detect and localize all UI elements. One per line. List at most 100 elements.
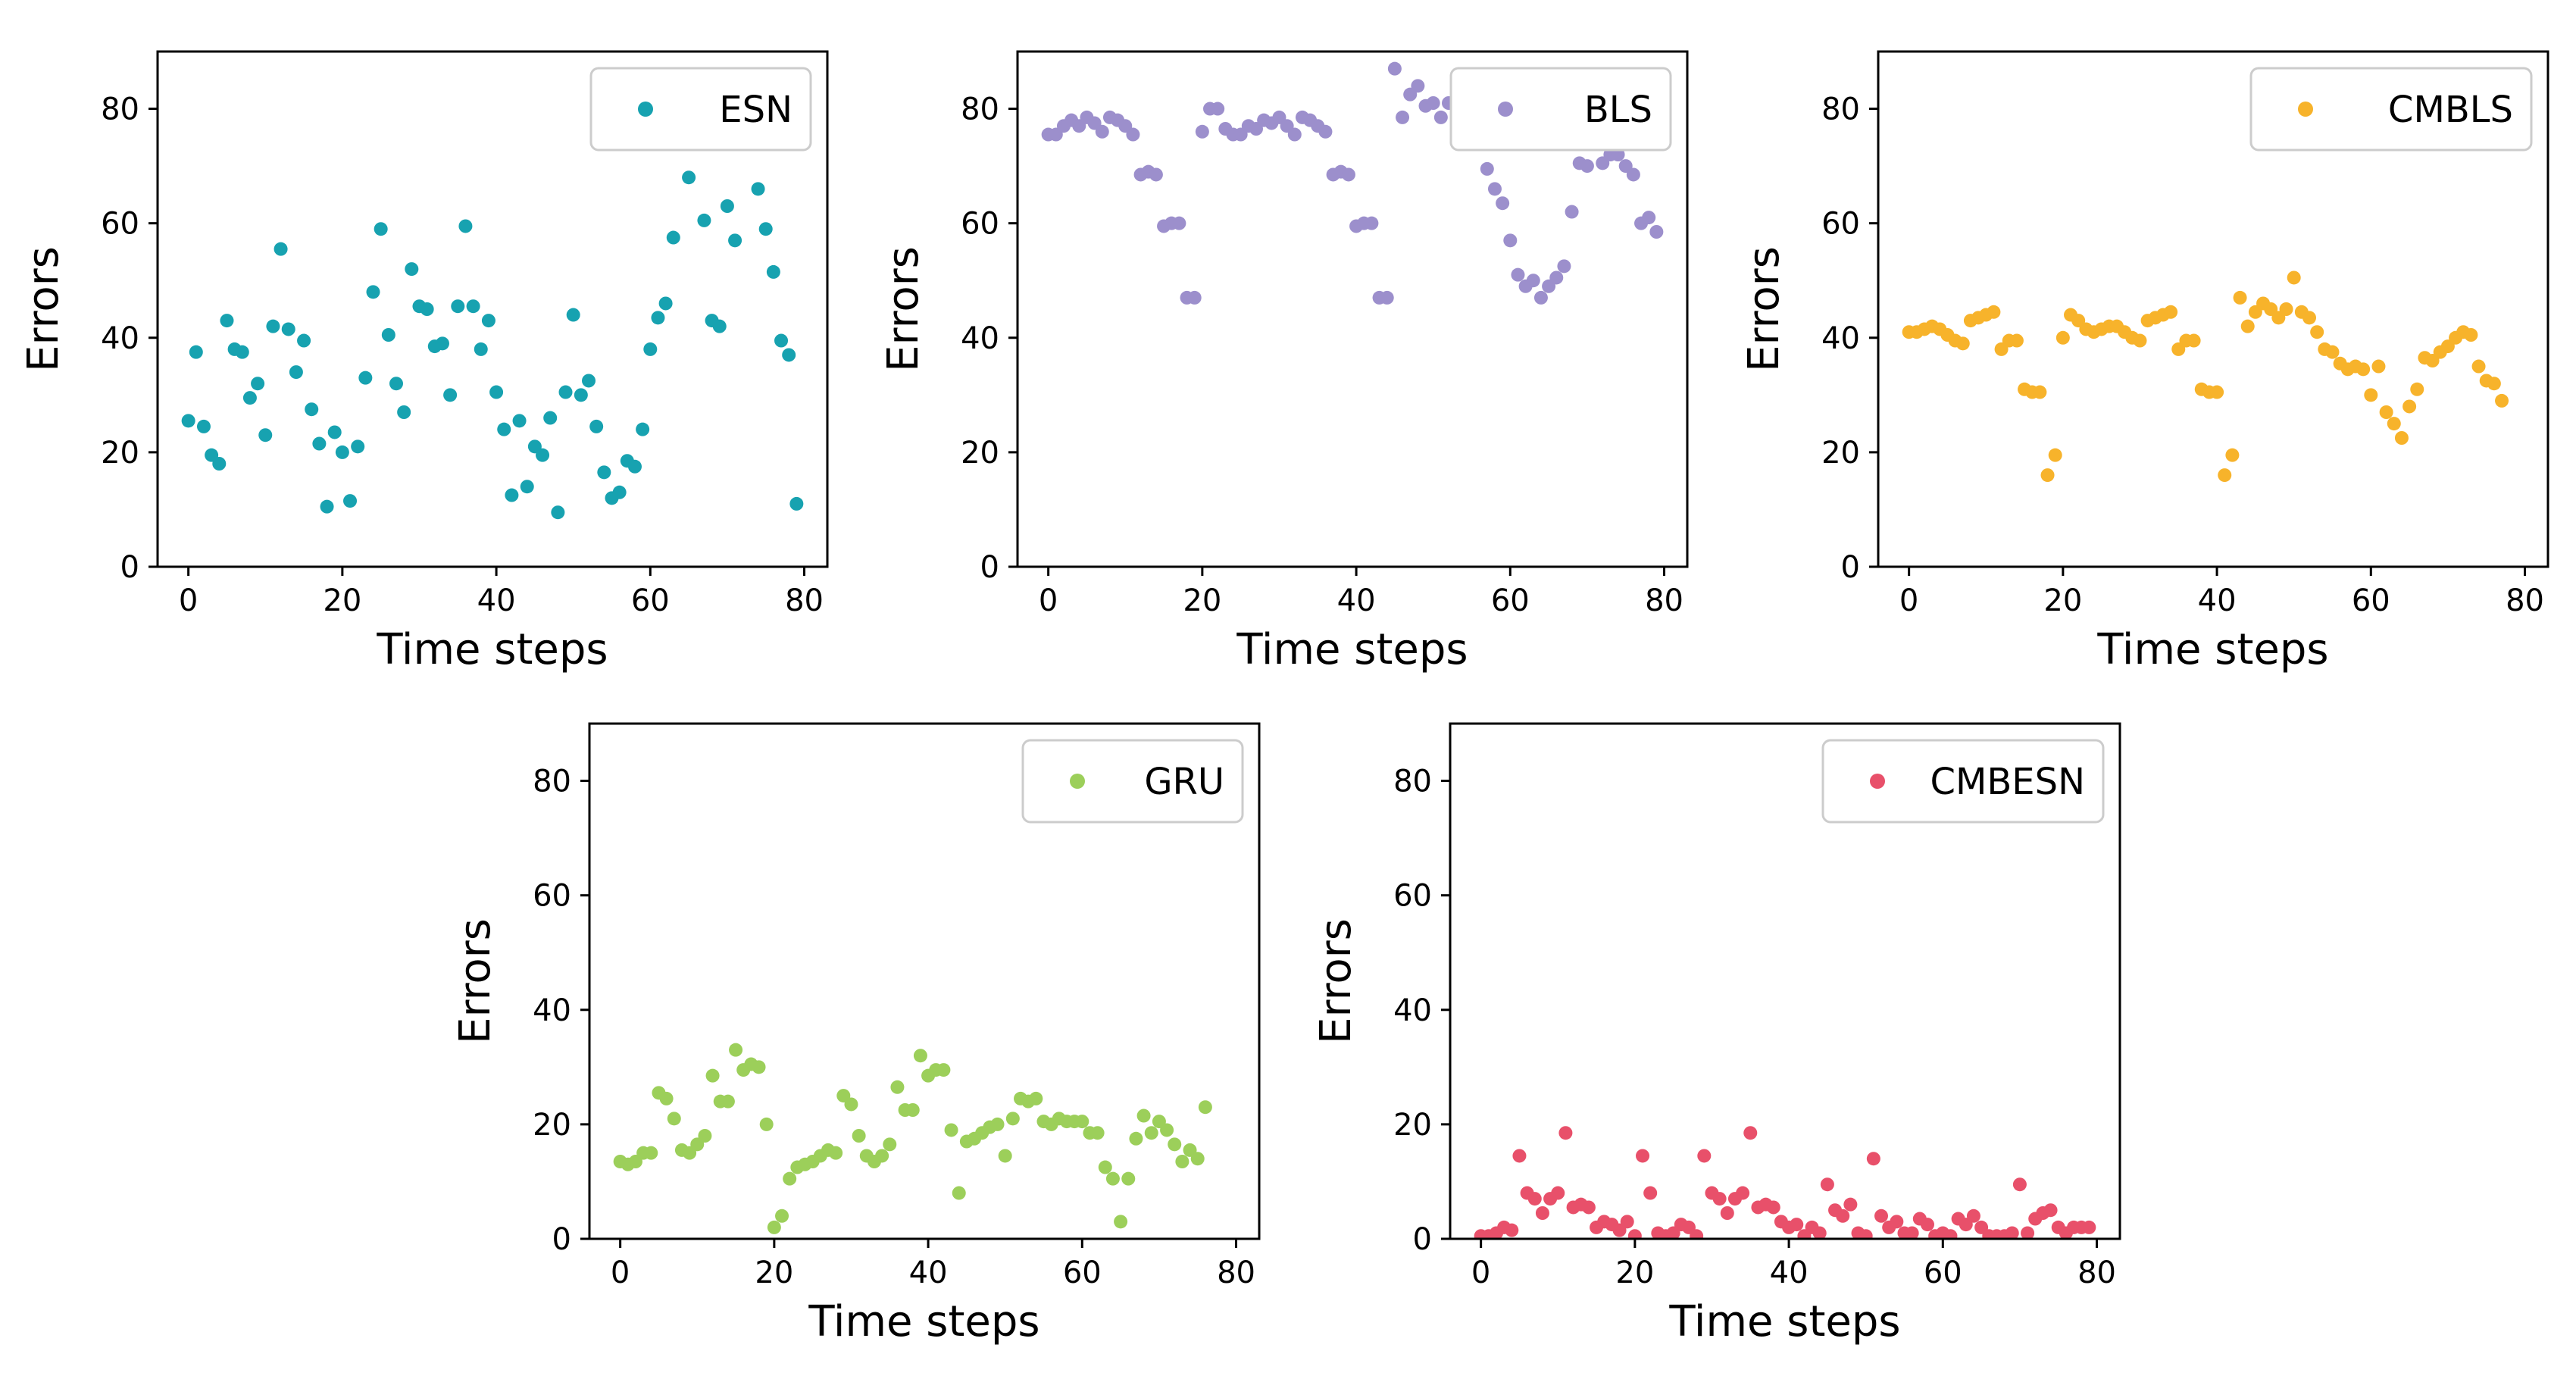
data-point bbox=[643, 342, 658, 356]
plot-frame bbox=[1449, 722, 2121, 1240]
legend: GRU bbox=[1021, 739, 1244, 824]
legend: CMBESN bbox=[1821, 739, 2105, 824]
data-point bbox=[589, 419, 604, 433]
data-point bbox=[1172, 216, 1186, 230]
data-point bbox=[274, 242, 288, 256]
data-point bbox=[1920, 1218, 1934, 1232]
data-point bbox=[2410, 382, 2424, 396]
data-point bbox=[2503, 0, 2516, 7]
data-point bbox=[2187, 333, 2201, 348]
legend-label: CMBLS bbox=[2388, 89, 2513, 131]
data-point bbox=[1843, 1197, 1858, 1212]
data-point bbox=[729, 1043, 743, 1057]
data-point bbox=[536, 448, 550, 462]
y-tick-label: 60 bbox=[1393, 879, 1432, 914]
y-tick-label: 60 bbox=[961, 207, 999, 242]
data-point bbox=[1866, 1152, 1880, 1166]
data-point bbox=[944, 1123, 958, 1137]
data-point bbox=[2387, 417, 2401, 431]
scatter-series bbox=[181, 113, 804, 520]
data-point bbox=[698, 1129, 712, 1143]
data-point bbox=[1433, 110, 1448, 124]
data-point bbox=[627, 459, 642, 474]
data-point bbox=[2495, 393, 2509, 408]
data-point bbox=[2364, 388, 2378, 402]
data-point bbox=[543, 411, 558, 425]
data-point bbox=[258, 428, 273, 442]
y-tick-label: 20 bbox=[533, 1108, 571, 1143]
data-point bbox=[712, 319, 727, 333]
data-point bbox=[1387, 61, 1402, 76]
data-point bbox=[1649, 225, 1664, 239]
x-tick-label: 0 bbox=[611, 1255, 630, 1290]
data-point bbox=[1535, 1206, 1549, 1220]
x-tick-label: 60 bbox=[631, 583, 670, 618]
data-point bbox=[451, 299, 465, 314]
data-point bbox=[1581, 1200, 1596, 1215]
data-point bbox=[1129, 1131, 1143, 1146]
data-point bbox=[767, 1220, 781, 1234]
chart-panel-cmbls: 0 20 40 60 80 0 20 40 60 80 Time steps Errors CMBLS bbox=[1740, 0, 2549, 674]
data-point bbox=[1095, 124, 1109, 139]
data-point bbox=[2040, 468, 2055, 483]
data-point bbox=[2133, 333, 2147, 348]
data-point bbox=[728, 233, 742, 248]
data-point bbox=[844, 1097, 858, 1112]
data-point bbox=[397, 405, 411, 419]
data-point bbox=[2043, 1203, 2058, 1218]
data-point bbox=[2009, 333, 2024, 348]
data-point bbox=[1736, 1186, 1750, 1200]
data-point bbox=[2233, 290, 2247, 305]
data-point bbox=[2279, 302, 2293, 316]
legend-box bbox=[1449, 67, 1672, 152]
x-tick-label: 40 bbox=[477, 583, 516, 618]
data-point bbox=[1098, 1160, 1112, 1174]
data-point bbox=[420, 302, 434, 316]
data-point bbox=[1558, 1126, 1573, 1140]
x-axis-label: Time steps bbox=[1236, 625, 1468, 674]
data-point bbox=[1943, 1229, 1958, 1239]
y-tick-label: 20 bbox=[1821, 436, 1860, 471]
data-point bbox=[481, 314, 496, 328]
x-tick-label: 0 bbox=[1039, 583, 1058, 618]
data-point bbox=[1527, 1192, 1542, 1206]
data-point bbox=[1890, 1215, 1904, 1229]
x-tick-label: 20 bbox=[755, 1255, 793, 1290]
plot-frame bbox=[1016, 50, 1689, 568]
data-point bbox=[1620, 1215, 1634, 1229]
data-point bbox=[558, 385, 573, 399]
y-tick-label: 80 bbox=[1821, 92, 1860, 127]
data-point bbox=[1396, 110, 1410, 124]
data-point bbox=[1642, 211, 1656, 225]
data-point bbox=[1987, 305, 2001, 319]
data-point bbox=[1198, 1100, 1212, 1115]
y-tick-label: 80 bbox=[961, 92, 999, 127]
data-point bbox=[1636, 1149, 1650, 1163]
data-point bbox=[782, 348, 796, 362]
data-point bbox=[1411, 79, 1425, 93]
legend-label: ESN bbox=[719, 89, 792, 131]
data-point bbox=[281, 322, 295, 336]
data-point bbox=[1551, 1186, 1565, 1200]
data-point bbox=[783, 1171, 797, 1186]
data-point bbox=[1580, 159, 1594, 174]
data-point bbox=[1766, 1200, 1780, 1215]
x-axis-label: Time steps bbox=[2096, 625, 2328, 674]
data-point bbox=[852, 1129, 866, 1143]
data-point bbox=[196, 419, 211, 433]
data-point bbox=[1790, 1218, 1804, 1232]
data-point bbox=[789, 496, 804, 511]
x-tick-label: 20 bbox=[2043, 583, 2082, 618]
x-axis-label: Time steps bbox=[808, 1297, 1039, 1346]
data-point bbox=[682, 170, 696, 185]
y-tick-label: 60 bbox=[533, 879, 571, 914]
data-point bbox=[220, 314, 234, 328]
data-point bbox=[2379, 405, 2393, 419]
data-point bbox=[1136, 1109, 1151, 1123]
data-point bbox=[181, 414, 195, 428]
data-point bbox=[1505, 1223, 1519, 1237]
data-point bbox=[775, 1209, 789, 1223]
data-point bbox=[466, 299, 480, 314]
legend-marker bbox=[1498, 102, 1513, 117]
data-point bbox=[2464, 328, 2478, 342]
